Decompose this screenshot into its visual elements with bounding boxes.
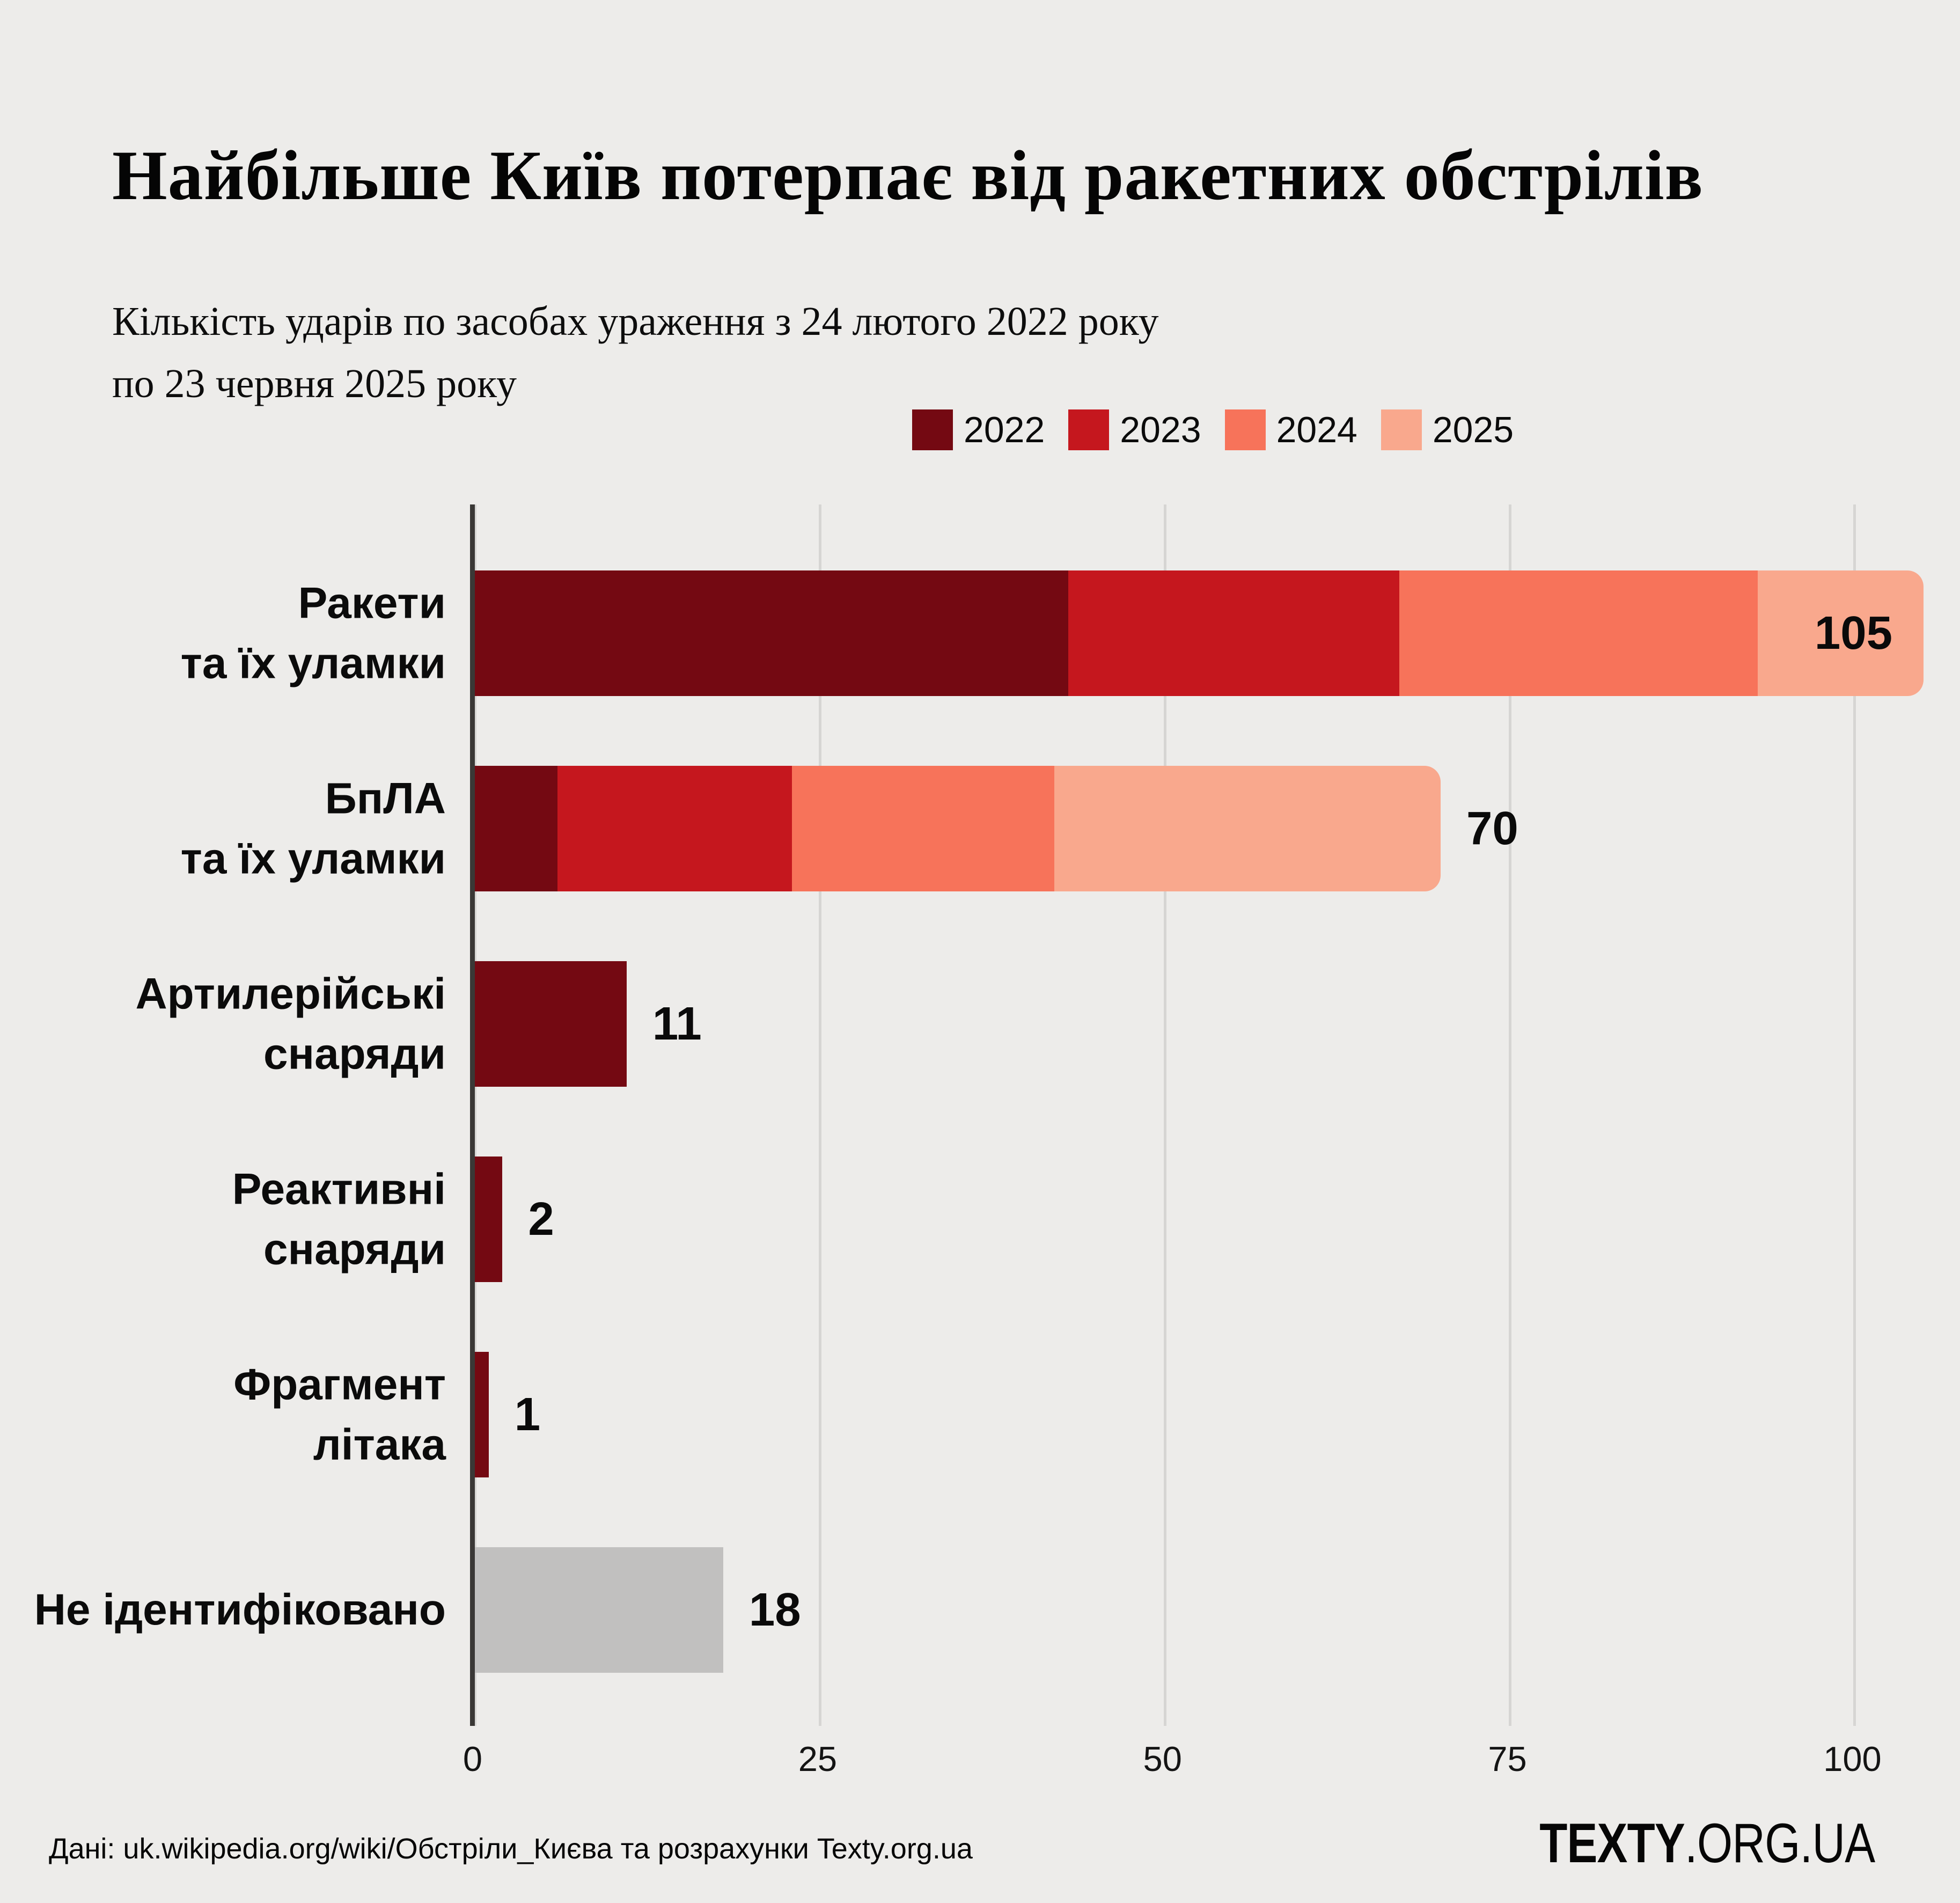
bar-row-1 [475,766,1441,891]
value-label-4: 1 [514,1388,541,1440]
chart-subtitle-line2: по 23 червня 2025 року [112,361,517,406]
legend-item-2024: 2024 [1224,409,1357,451]
value-label-1: 70 [1466,802,1518,854]
bar-segment-0-2023 [1068,570,1399,696]
value-label-3: 2 [528,1193,554,1245]
category-label-3: Реактивні снаряди [232,1165,446,1273]
texty-logo: TEXTY.ORG.UA [1539,1812,1875,1876]
x-tick-label-0: 0 [463,1739,483,1778]
x-tick-label-25: 25 [798,1739,837,1778]
bar-segment-5-unidentified [475,1547,723,1673]
gridline-50 [1163,504,1166,1726]
bar-segment-1-2024 [792,766,1054,891]
bar-row-4 [475,1352,489,1477]
bar-row-2 [475,961,627,1087]
x-tick-label-100: 100 [1823,1739,1882,1778]
bar-segment-0-2024 [1399,570,1758,696]
bar-segment-2-2022 [475,961,627,1087]
legend-swatch-2022 [912,409,953,450]
bar-segment-0-2025 [1758,570,1924,696]
chart-title: Найбільше Київ потерпає від ракетних обс… [112,136,1704,215]
y-axis-line [470,504,475,1726]
bar-segment-4-2022 [475,1352,489,1477]
gridline-75 [1508,504,1511,1726]
category-label-1: БпЛА та їх уламки [180,774,446,883]
legend-label-2024: 2024 [1276,409,1357,450]
legend: 2022 2023 2024 2025 [912,409,1537,451]
category-label-5: Не ідентифіковано [34,1585,446,1635]
gridline-100 [1853,504,1856,1726]
texty-logo-rest: .ORG.UA [1684,1812,1875,1875]
x-tick-label-50: 50 [1143,1739,1182,1778]
value-label-2: 11 [652,998,702,1050]
bar-row-3 [475,1157,503,1282]
chart-subtitle-line1: Кількість ударів по засобах ураження з 2… [112,299,1159,344]
bar-segment-1-2022 [475,766,558,891]
category-label-4: Фрагмент літака [233,1360,446,1469]
value-label-5: 18 [748,1584,801,1636]
legend-label-2025: 2025 [1432,409,1514,450]
legend-label-2023: 2023 [1120,409,1201,450]
category-label-0: Ракети та їх уламки [180,579,446,687]
value-label-0: 105 [1814,607,1892,659]
bar-segment-0-2022 [475,570,1068,696]
legend-swatch-2024 [1224,409,1266,450]
legend-item-2023: 2023 [1068,409,1201,451]
bar-row-0 [475,570,1924,696]
legend-item-2025: 2025 [1381,409,1514,451]
bar-row-5 [475,1547,723,1673]
category-label-2: Артилерійські снаряди [135,969,446,1078]
legend-swatch-2023 [1068,409,1110,450]
gridline-0 [474,504,476,1726]
legend-swatch-2025 [1381,409,1422,450]
legend-label-2022: 2022 [964,409,1045,450]
x-tick-label-75: 75 [1488,1739,1527,1778]
bar-segment-3-2022 [475,1157,503,1282]
chart-subtitle: Кількість ударів по засобах ураження з 2… [112,291,1159,415]
gridline-25 [818,504,821,1726]
bar-segment-1-2023 [557,766,792,891]
legend-item-2022: 2022 [912,409,1045,451]
texty-logo-bold: TEXTY [1539,1812,1685,1875]
bar-segment-1-2025 [1054,766,1441,891]
data-source-note: Дані: uk.wikipedia.org/wiki/Обстріли_Киє… [49,1833,973,1865]
